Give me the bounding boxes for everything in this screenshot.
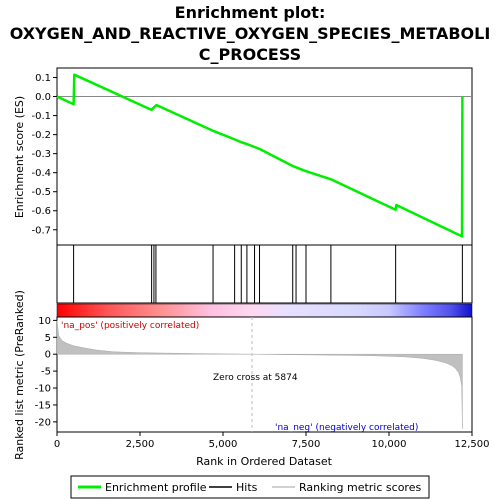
metric-panel: 10 5 0 -5 -10 -15 -20 0 2,500 5,000 7,500 10,000 12… — [35, 316, 490, 450]
es-ytick-label: -0.2 — [31, 130, 51, 141]
es-ytick-label: 0.1 — [35, 73, 51, 84]
es-ytick-label: -0.3 — [31, 149, 51, 160]
legend-frame — [70, 475, 430, 499]
rank-color-bar — [56, 303, 473, 318]
title-line-2: OXYGEN_AND_REACTIVE_OXYGEN_SPECIES_METAB… — [10, 24, 491, 43]
ranking-metric-area — [56, 320, 463, 429]
es-panel: 0.1 0.0 -0.1 -0.2 -0.3 -0.4 -0.5 -0.6 -0.7 — [31, 67, 473, 246]
xtick-label: 12,500 — [455, 439, 490, 450]
title-line-1: Enrichment plot: — [175, 3, 326, 22]
es-ytick-label: 0.0 — [35, 92, 51, 103]
legend-profile-label: Enrichment profile — [105, 481, 207, 494]
pos-annotation: 'na_pos' (positively correlated) — [61, 321, 199, 331]
legend: Enrichment profile Hits Ranking metric s… — [70, 475, 430, 499]
hits-panel — [56, 244, 473, 304]
es-ytick-label: -0.6 — [31, 206, 51, 217]
metric-ytick-label: 5 — [45, 333, 51, 344]
neg-annotation: 'na_neg' (negatively correlated) — [275, 423, 418, 433]
xtick-label: 10,000 — [372, 439, 407, 450]
legend-metric-label: Ranking metric scores — [299, 481, 421, 494]
title-line-3: C_PROCESS — [199, 45, 301, 64]
metric-ytick-label: -15 — [35, 400, 51, 411]
zero-cross-annotation: Zero cross at 5874 — [213, 373, 298, 383]
metric-ylabel: Ranked list metric (PreRanked) — [13, 290, 26, 460]
es-ytick-label: -0.5 — [31, 187, 51, 198]
hits-panel-frame — [56, 244, 473, 304]
metric-ytick-label: -10 — [35, 384, 51, 395]
xtick-label: 5,000 — [209, 439, 238, 450]
es-ytick-label: -0.1 — [31, 111, 51, 122]
metric-ytick-label: -5 — [41, 367, 51, 378]
xtick-label: 2,500 — [126, 439, 155, 450]
es-ytick-label: -0.4 — [31, 168, 51, 179]
metric-panel-frame — [56, 316, 473, 433]
xtick-label: 7,500 — [292, 439, 321, 450]
metric-ytick-label: -20 — [35, 417, 51, 428]
legend-hits-label: Hits — [236, 481, 258, 494]
metric-ytick-label: 0 — [45, 350, 51, 361]
metric-ytick-label: 10 — [38, 316, 51, 327]
enrichment-profile-line — [56, 73, 464, 238]
xtick-label: 0 — [54, 439, 60, 450]
es-ytick-label: -0.7 — [31, 225, 51, 236]
x-axis-label: Rank in Ordered Dataset — [196, 455, 333, 468]
es-ylabel: Enrichment score (ES) — [13, 96, 26, 218]
